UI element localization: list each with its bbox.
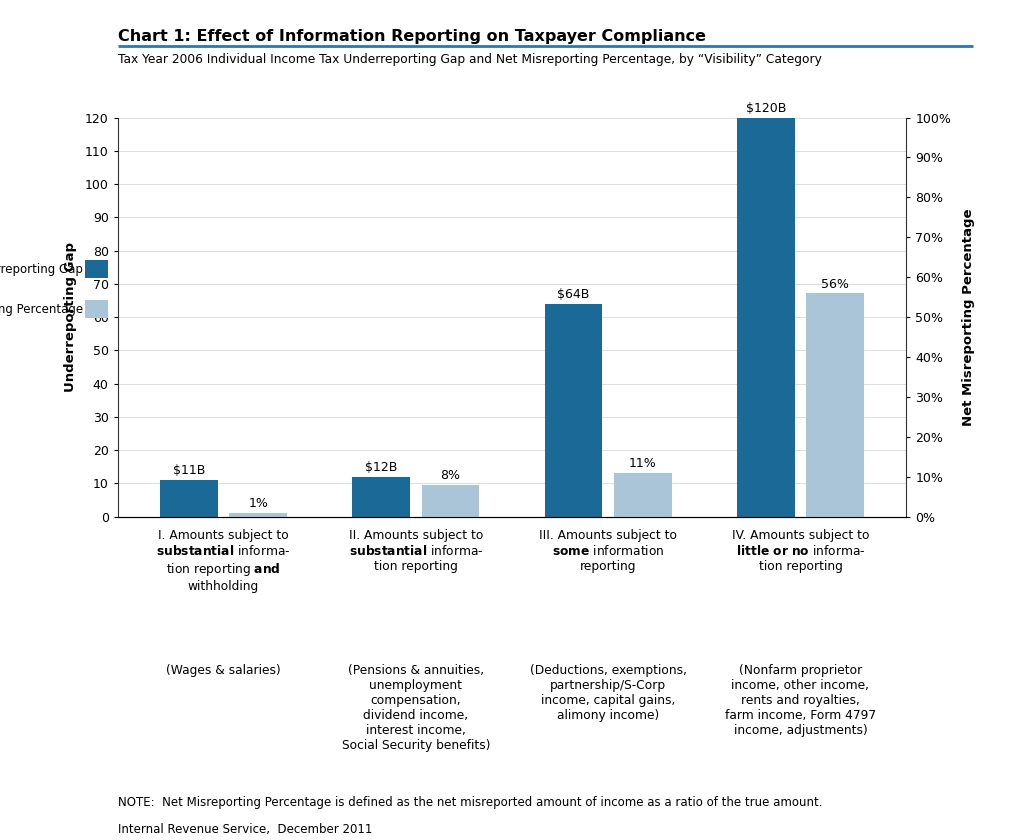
Y-axis label: Net Misreporting Percentage: Net Misreporting Percentage — [963, 208, 975, 426]
Text: $11B: $11B — [173, 465, 205, 477]
Text: (Deductions, exemptions,
partnership/S-Corp
income, capital gains,
alimony incom: (Deductions, exemptions, partnership/S-C… — [529, 664, 687, 722]
Bar — [422, 485, 479, 517]
Text: I. Amounts subject to
$\bf{substantial}$ informa-
tion reporting $\bf{and}$
with: I. Amounts subject to $\bf{substantial}$… — [157, 529, 291, 593]
Text: (Pensions & annuities,
unemployment
compensation,
dividend income,
interest inco: (Pensions & annuities, unemployment comp… — [342, 664, 490, 752]
Text: III. Amounts subject to
$\bf{some}$ information
reporting: III. Amounts subject to $\bf{some}$ info… — [540, 529, 677, 574]
Text: $64B: $64B — [557, 288, 590, 301]
Text: 1%: 1% — [248, 497, 268, 510]
Text: 56%: 56% — [821, 277, 849, 291]
Text: IV. Amounts subject to
$\bf{little\ or\ no}$ informa-
tion reporting: IV. Amounts subject to $\bf{little\ or\ … — [732, 529, 869, 574]
Bar — [160, 480, 218, 517]
Text: $12B: $12B — [365, 461, 397, 474]
Text: (Wages & salaries): (Wages & salaries) — [166, 664, 281, 676]
Bar — [614, 473, 672, 517]
Text: Tax Year 2006 Individual Income Tax Underreporting Gap and Net Misreporting Perc: Tax Year 2006 Individual Income Tax Unde… — [118, 53, 821, 66]
Bar — [229, 512, 287, 517]
Text: 11%: 11% — [629, 457, 656, 470]
Text: II. Amounts subject to
$\bf{substantial}$ informa-
tion reporting: II. Amounts subject to $\bf{substantial}… — [348, 529, 483, 574]
Text: Chart 1: Effect of Information Reporting on Taxpayer Compliance: Chart 1: Effect of Information Reporting… — [118, 29, 706, 45]
Bar — [806, 293, 864, 517]
Text: 8%: 8% — [440, 469, 461, 482]
Text: Internal Revenue Service,  December 2011: Internal Revenue Service, December 2011 — [118, 823, 372, 836]
Text: (Nonfarm proprietor
income, other income,
rents and royalties,
farm income, Form: (Nonfarm proprietor income, other income… — [725, 664, 876, 737]
Text: NOTE:  Net Misreporting Percentage is defined as the net misreported amount of i: NOTE: Net Misreporting Percentage is def… — [118, 796, 822, 809]
Y-axis label: Underreporting Gap: Underreporting Gap — [63, 242, 77, 392]
Text: Net Misreporting Percentage: Net Misreporting Percentage — [0, 302, 83, 316]
Bar — [545, 304, 602, 517]
Bar — [352, 476, 410, 517]
Bar — [737, 118, 795, 517]
Text: Underreporting Gap: Underreporting Gap — [0, 263, 83, 276]
Text: $120B: $120B — [745, 102, 786, 115]
